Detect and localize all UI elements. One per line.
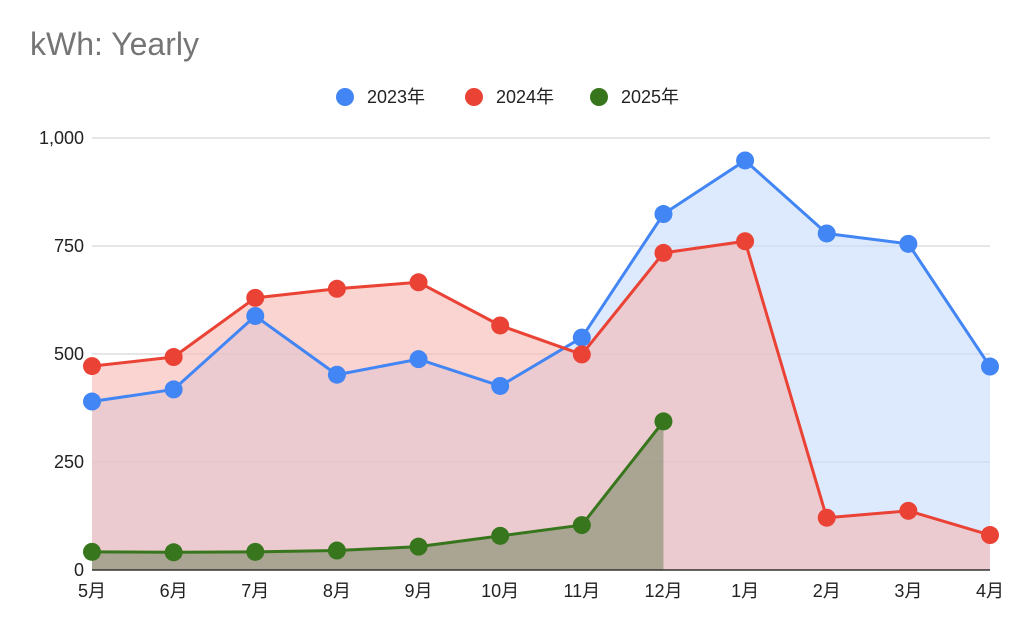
data-point (981, 526, 999, 545)
data-point (327, 279, 346, 298)
data-point (83, 357, 101, 376)
data-point (654, 205, 673, 224)
data-point (164, 348, 183, 367)
x-tick-label: 8月 (323, 581, 351, 601)
x-tick-label: 6月 (160, 581, 188, 601)
data-point (572, 328, 591, 347)
data-point (164, 543, 183, 562)
data-point (899, 501, 918, 520)
data-point (572, 516, 591, 535)
data-point (817, 224, 836, 243)
data-point (246, 306, 265, 325)
data-point (817, 508, 836, 527)
x-tick-label: 3月 (894, 581, 922, 601)
data-point (899, 234, 918, 253)
series-line (91, 420, 665, 554)
data-point (246, 288, 265, 307)
x-tick-label: 9月 (405, 581, 433, 601)
series-line (91, 158, 992, 404)
series-lines (91, 158, 992, 554)
data-point (83, 542, 101, 561)
data-point (327, 541, 346, 560)
data-point (491, 526, 510, 545)
legend-marker (465, 88, 483, 106)
y-tick-label: 1,000 (39, 128, 84, 148)
x-tick-label: 5月 (78, 581, 106, 601)
data-point (981, 357, 999, 376)
data-point (327, 365, 346, 384)
legend-label: 2024年 (496, 87, 554, 107)
legend-label: 2025年 (621, 87, 679, 107)
x-tick-label: 2月 (813, 581, 841, 601)
data-point (246, 542, 265, 561)
x-tick-label: 1月 (731, 581, 759, 601)
data-point (736, 232, 755, 251)
chart-title: kWh: Yearly (30, 26, 199, 62)
x-tick-label: 12月 (644, 581, 682, 601)
series-line (91, 239, 991, 537)
data-point (654, 243, 673, 262)
data-point (736, 151, 755, 170)
x-tick-label: 10月 (481, 581, 519, 601)
y-tick-label: 500 (54, 344, 84, 364)
series-points (83, 151, 999, 562)
x-tick-label: 11月 (563, 581, 600, 601)
data-point (491, 316, 510, 335)
data-point (409, 273, 428, 292)
axes: 0 250 500 750 1,000 5月 6月 7月 8月 9月 10月 11月 12月 1月 2月 3月… (39, 128, 1004, 601)
data-point (654, 412, 673, 431)
series-area (92, 421, 664, 570)
data-point (164, 380, 183, 399)
y-tick-label: 0 (74, 560, 84, 580)
legend-label: 2023年 (367, 87, 425, 107)
series-areas (92, 160, 990, 571)
y-tick-label: 750 (54, 236, 84, 256)
data-point (409, 537, 428, 556)
x-tick-label: 7月 (241, 581, 269, 601)
legend-marker (590, 88, 608, 106)
data-point (409, 350, 428, 369)
series-area (92, 241, 990, 571)
y-tick-label: 250 (54, 452, 84, 472)
x-tick-label: 4月 (976, 581, 1004, 601)
legend: 2023年 2024年 2025年 (336, 87, 679, 107)
legend-marker (336, 88, 354, 106)
data-point (491, 376, 510, 395)
data-point (83, 392, 101, 411)
data-point (572, 345, 591, 364)
